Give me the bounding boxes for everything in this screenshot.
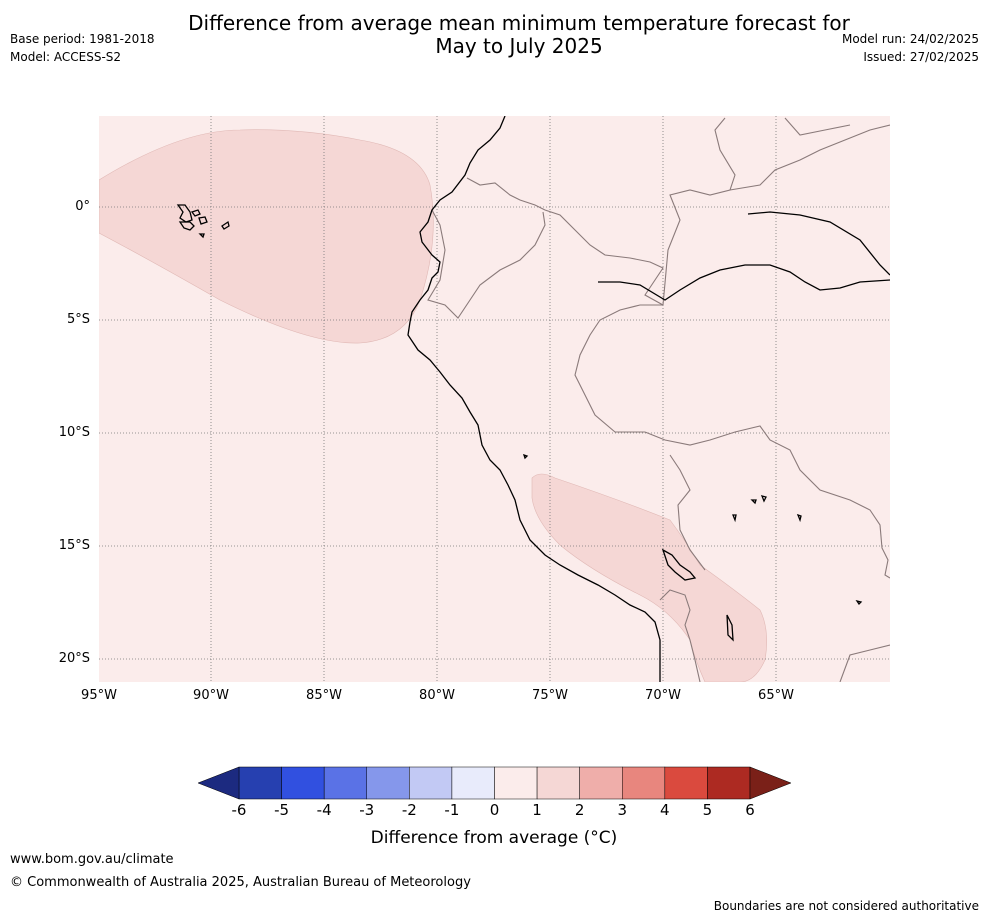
colorbar-tick-label: 4 bbox=[660, 801, 670, 819]
country-borders bbox=[427, 117, 890, 682]
metadata-left: Base period: 1981-2018 Model: ACCESS-S2 bbox=[10, 30, 155, 66]
model-run-date: Model run: 24/02/2025 bbox=[841, 32, 979, 46]
colorbar-segment bbox=[707, 766, 751, 800]
colorbar-segment bbox=[409, 766, 453, 800]
lon-label-85w: 85°W bbox=[306, 688, 342, 703]
colorbar-segment bbox=[238, 766, 282, 800]
base-period: Base period: 1981-2018 bbox=[10, 32, 155, 46]
copyright-text: © Commonwealth of Australia 2025, Austra… bbox=[10, 875, 471, 890]
lat-label-10s: 10°S bbox=[58, 425, 90, 440]
colorbar-segment bbox=[451, 766, 495, 800]
disclaimer-text: Boundaries are not considered authoritat… bbox=[713, 899, 979, 913]
colorbar bbox=[197, 766, 792, 800]
colorbar-tick-label: -6 bbox=[231, 801, 247, 819]
issued-date: Issued: 27/02/2025 bbox=[863, 50, 979, 64]
title-line-1: Difference from average mean minimum tem… bbox=[188, 11, 850, 35]
colorbar-tick-label: 5 bbox=[702, 801, 713, 819]
anomaly-region-andes bbox=[531, 473, 767, 682]
colorbar-segment bbox=[579, 766, 623, 800]
colorbar-segment bbox=[622, 766, 666, 800]
title-line-2: May to July 2025 bbox=[435, 34, 603, 58]
lon-label-80w: 80°W bbox=[419, 688, 455, 703]
colorbar-tick-label: 6 bbox=[745, 801, 755, 819]
colorbar-segment bbox=[366, 766, 410, 800]
metadata-right: Model run: 24/02/2025 Issued: 27/02/2025 bbox=[842, 30, 979, 66]
colorbar-segment bbox=[281, 766, 325, 800]
colorbar-segment bbox=[323, 766, 367, 800]
colorbar-tick-label: -5 bbox=[274, 801, 290, 819]
colorbar-segment bbox=[494, 766, 538, 800]
colorbar-label: Difference from average (°C) bbox=[370, 828, 618, 848]
colorbar-tick-label: -3 bbox=[359, 801, 375, 819]
lat-label-20s: 20°S bbox=[58, 651, 90, 666]
colorbar-tick-label: -4 bbox=[316, 801, 332, 819]
anomaly-region-pacific bbox=[99, 129, 434, 344]
lat-label-5s: 5°S bbox=[66, 312, 90, 327]
colorbar-segment bbox=[664, 766, 708, 800]
lat-label-0: 0° bbox=[75, 199, 90, 214]
lon-label-95w: 95°W bbox=[81, 688, 117, 703]
gridlines bbox=[99, 116, 890, 682]
coastline bbox=[176, 116, 890, 682]
chart-title: Difference from average mean minimum tem… bbox=[0, 12, 988, 58]
colorbar-tick-label: -1 bbox=[444, 801, 460, 819]
colorbar-extend-high bbox=[749, 766, 792, 800]
model-name: Model: ACCESS-S2 bbox=[10, 50, 122, 64]
colorbar-tick-label: 1 bbox=[532, 801, 542, 819]
colorbar-tick-label: 0 bbox=[489, 801, 500, 819]
colorbar-tick-label: -2 bbox=[401, 801, 417, 819]
lon-label-70w: 70°W bbox=[645, 688, 681, 703]
lon-label-75w: 75°W bbox=[532, 688, 568, 703]
lat-label-15s: 15°S bbox=[58, 538, 90, 553]
colorbar-tick-label: 3 bbox=[617, 801, 628, 819]
colorbar-tick-label: 2 bbox=[574, 801, 585, 819]
website-link[interactable]: www.bom.gov.au/climate bbox=[10, 852, 174, 867]
colorbar-segment bbox=[536, 766, 580, 800]
colorbar-extend-low bbox=[197, 766, 240, 800]
lon-label-65w: 65°W bbox=[758, 688, 794, 703]
lon-label-90w: 90°W bbox=[193, 688, 229, 703]
